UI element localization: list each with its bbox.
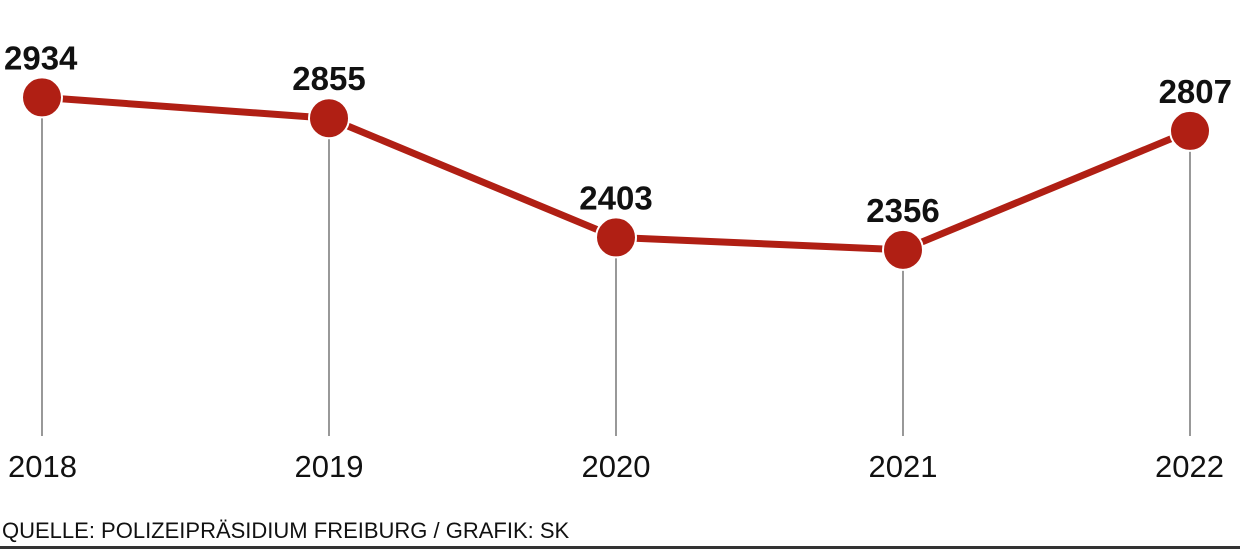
- data-point-2019: [308, 97, 350, 140]
- data-point-2020: [595, 216, 637, 259]
- data-label-2022: 2807: [1159, 73, 1232, 110]
- data-label-2018: 2934: [4, 39, 78, 76]
- x-tick-label-2021: 2021: [869, 449, 938, 484]
- x-tick-label-2019: 2019: [295, 449, 364, 484]
- data-point-2021: [882, 228, 924, 271]
- x-tick-label-2020: 2020: [582, 449, 651, 484]
- bottom-rule: [0, 546, 1240, 549]
- x-tick-label-2018: 2018: [8, 449, 77, 484]
- source-note: QUELLE: POLIZEIPRÄSIDIUM FREIBURG / GRAF…: [2, 518, 570, 543]
- data-label-2021: 2356: [866, 192, 939, 229]
- data-labels: 2934 2855 2403 2356 2807: [4, 39, 1232, 228]
- x-axis-tick-labels: 2018 2019 2020 2021 2022: [8, 449, 1224, 484]
- data-point-2022: [1169, 109, 1211, 152]
- data-label-2019: 2855: [292, 60, 365, 97]
- data-points: [21, 76, 1211, 271]
- data-label-2020: 2403: [579, 179, 652, 216]
- drop-lines: [41, 97, 1191, 436]
- data-point-2018: [21, 76, 63, 119]
- x-tick-label-2022: 2022: [1155, 449, 1224, 484]
